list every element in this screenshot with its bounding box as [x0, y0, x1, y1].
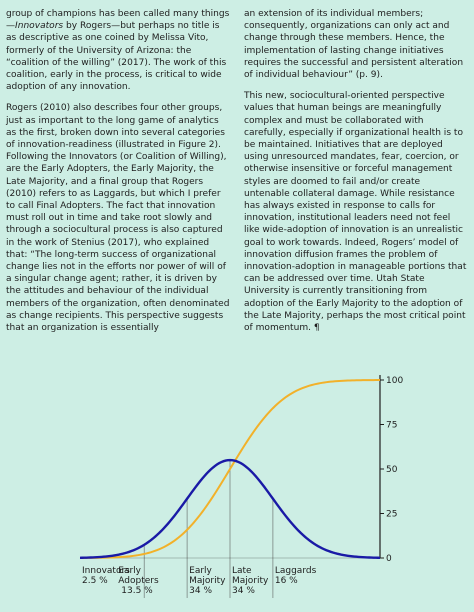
segment-label: Majority [232, 576, 269, 586]
y-tick-label: 75 [386, 421, 397, 431]
right-paragraph-1: an extension of its individual members; … [244, 9, 464, 81]
y-tick-label: 25 [386, 510, 397, 520]
right-column: an extension of its individual members; … [244, 8, 468, 356]
cumulative-adoption-curve [79, 379, 381, 559]
segment-label: 16 % [275, 576, 298, 586]
segment-label: 13.5 % [121, 586, 153, 596]
segment-label: 34 % [189, 586, 212, 596]
segment-label: 2.5 % [82, 576, 108, 586]
segment-label: 34 % [232, 586, 255, 596]
diffusion-figure: 0 25 50 75 100 Innovators 2.5 % Early Adopters 13… [0, 360, 474, 608]
segment-label: Early [189, 566, 212, 576]
adopter-distribution-curve [79, 458, 381, 559]
segment-label: Adopters [118, 576, 159, 586]
innovators-emphasis: Innovators [15, 21, 64, 32]
left-paragraph-1-part-a: group of champions has been called many … [6, 9, 230, 32]
segment-label: Early [118, 566, 141, 576]
segment-label: Innovators [82, 566, 130, 576]
left-column: group of champions has been called many … [6, 8, 230, 356]
y-tick-label: 50 [386, 465, 398, 475]
y-tick-label: 100 [386, 376, 403, 386]
text-columns: group of champions has been called many … [6, 8, 468, 356]
segment-label: Majority [189, 576, 226, 586]
segment-label: Laggards [275, 566, 317, 576]
left-paragraph-2: Rogers (2010) also describes four other … [6, 103, 230, 334]
left-paragraph-1: group of champions has been called many … [6, 8, 230, 93]
segment-label: Late [232, 566, 252, 576]
left-paragraph-1-part-b: by Rogers—but perhaps no title is as des… [6, 21, 227, 93]
y-tick-label: 0 [386, 554, 392, 564]
right-paragraph-2: This new, sociocultural-oriented perspec… [244, 91, 467, 334]
